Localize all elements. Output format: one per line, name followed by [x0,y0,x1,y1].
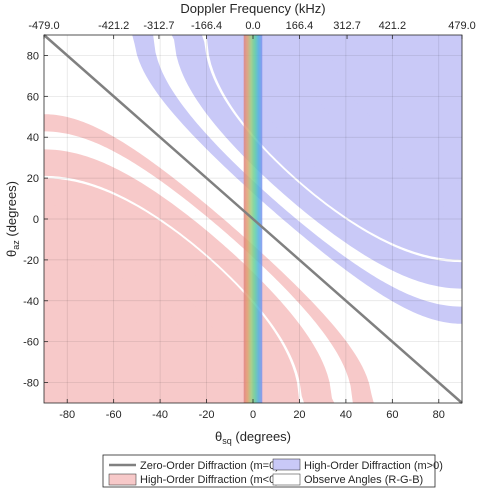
x-tick-label: 0 [250,409,256,421]
y-tick-label: 20 [27,173,39,185]
x-tick-label: 60 [386,409,398,421]
y-tick-label: -60 [23,337,39,349]
top-tick-label: 166.4 [286,20,314,32]
legend-box [102,454,436,488]
y-tick-label: -80 [23,378,39,390]
y-tick-label: 0 [33,214,39,226]
y-tick-label: 80 [27,50,39,62]
top-tick-label: 0.0 [245,20,260,32]
top-axis: -479.0 -421.2 -312.7 -166.4 0.0 166.4 312.7 421… [28,20,476,39]
diffraction-band-order-4 [44,35,462,234]
x-tick-label: -20 [199,409,215,421]
x-tick-label: 20 [293,409,305,421]
x-axis: -80 -60 -40 -20 0 20 40 60 80 [59,399,445,421]
legend-label: Observe Angles (R-G-B) [304,474,423,486]
top-tick-label: -421.2 [98,20,129,32]
diffraction-band-order-3 [44,35,462,260]
legend-label: High-Order Diffraction (m<0) [140,474,279,486]
legend-patch-swatch [272,458,301,471]
y-axis-label: θaz (degrees) [4,181,21,257]
y-axis: -80 -60 -40 -20 0 20 40 60 80 [23,50,48,390]
y-tick-label: -40 [23,296,39,308]
top-axis-label: Doppler Frequency (kHz) [180,1,325,16]
diffraction-band-order-5 [44,35,462,208]
diffraction-band-order--5 [44,230,462,403]
top-tick-label: -166.4 [191,20,222,32]
diffraction-band-order--4 [44,204,462,403]
diffraction-band-order--7 [44,285,462,403]
x-tick-label: -40 [152,409,168,421]
diffraction-band-order--3 [44,178,462,403]
x-tick-label: 80 [433,409,445,421]
legend-entry-observe-angles: Observe Angles (R-G-B) [272,473,423,486]
x-tick-label: 40 [340,409,352,421]
y-tick-label: 60 [27,91,39,103]
y-tick-label: 40 [27,132,39,144]
top-tick-label: 479.0 [448,20,476,32]
x-tick-label: -60 [106,409,122,421]
top-tick-label: 421.2 [379,20,407,32]
legend-entry-negative-order: High-Order Diffraction (m<0) [108,473,279,486]
diffraction-band-order-7 [44,35,462,153]
legend-patch-swatch [108,473,137,486]
legend-label: High-Order Diffraction (m>0) [304,460,443,472]
legend-entry-zero-order: Zero-Order Diffraction (m=0) [109,460,279,472]
x-tick-label: -80 [59,409,75,421]
x-axis-label: θsq (degrees) [215,429,291,446]
y-tick-label: -20 [23,255,39,267]
top-tick-label: -479.0 [28,20,59,32]
top-tick-label: -312.7 [143,20,174,32]
legend-entry-positive-order: High-Order Diffraction (m>0) [272,458,443,472]
zero-order-line [43,34,463,404]
legend-patch-swatch [272,473,301,486]
legend: Zero-Order Diffraction (m=0) High-Order … [102,454,443,488]
legend-label: Zero-Order Diffraction (m=0) [140,460,279,472]
top-tick-label: 312.7 [333,20,361,32]
